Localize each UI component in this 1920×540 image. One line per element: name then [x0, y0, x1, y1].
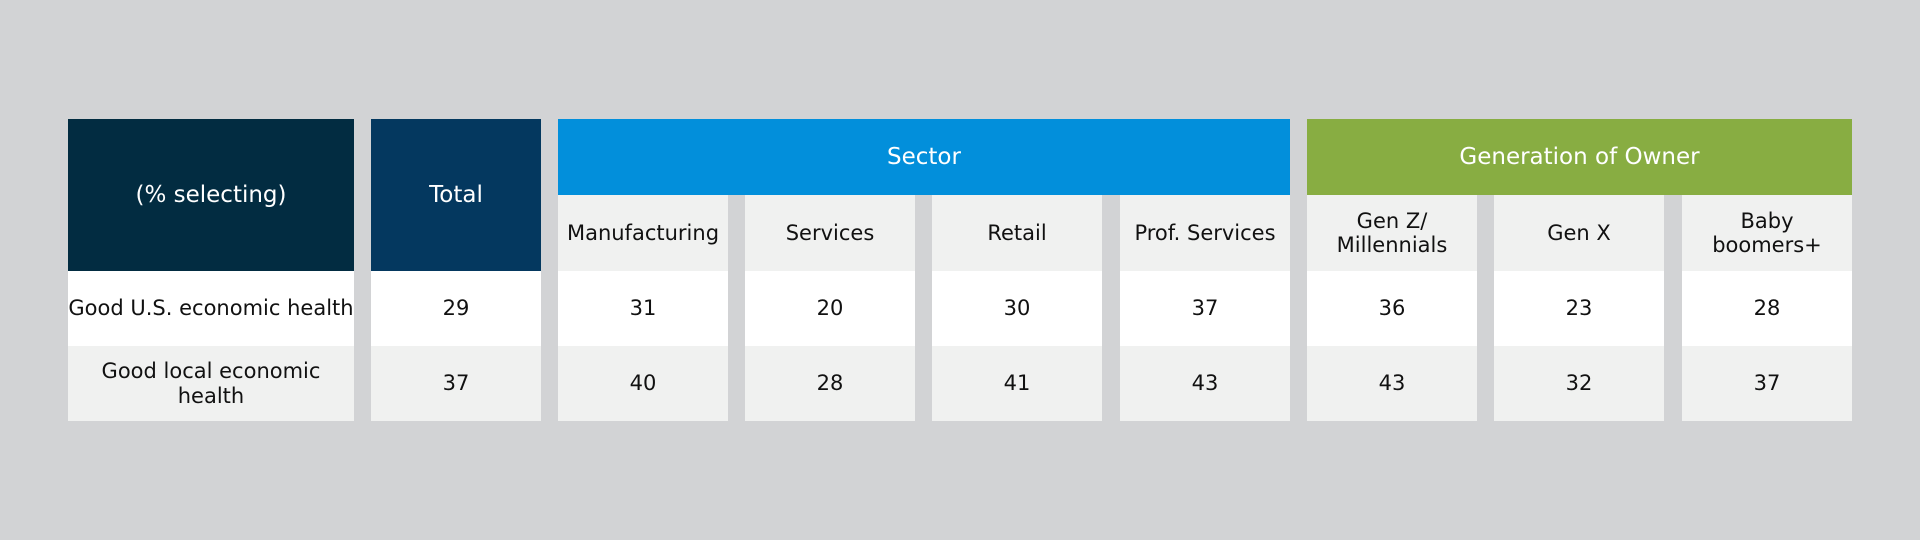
table-cell: 20: [745, 271, 915, 346]
column-header-gen-z-millennials: Gen Z/ Millennials: [1307, 195, 1477, 271]
row-label-local-economic-health: Good local economic health: [68, 346, 354, 421]
corner-header: (% selecting): [68, 119, 354, 271]
generation-group-header: Generation of Owner: [1307, 119, 1852, 195]
table-cell: 37: [1682, 346, 1852, 421]
table-cell: 28: [745, 346, 915, 421]
total-header: Total: [371, 119, 541, 271]
table-cell: 43: [1307, 346, 1477, 421]
column-header-manufacturing: Manufacturing: [558, 195, 728, 271]
table-cell: 40: [558, 346, 728, 421]
table-cell: 37: [371, 346, 541, 421]
sector-group-header: Sector: [558, 119, 1290, 195]
table-cell: 43: [1120, 346, 1290, 421]
table-cell: 32: [1494, 346, 1664, 421]
table-cell: 23: [1494, 271, 1664, 346]
column-header-gen-x: Gen X: [1494, 195, 1664, 271]
table-cell: 41: [932, 346, 1102, 421]
column-header-retail: Retail: [932, 195, 1102, 271]
table-cell: 36: [1307, 271, 1477, 346]
column-header-baby-boomers: Baby boomers+: [1682, 195, 1852, 271]
column-header-services: Services: [745, 195, 915, 271]
row-label-us-economic-health: Good U.S. economic health: [68, 271, 354, 346]
table-cell: 28: [1682, 271, 1852, 346]
table-cell: 30: [932, 271, 1102, 346]
table-cell: 29: [371, 271, 541, 346]
column-header-prof-services: Prof. Services: [1120, 195, 1290, 271]
table-cell: 31: [558, 271, 728, 346]
table-cell: 37: [1120, 271, 1290, 346]
